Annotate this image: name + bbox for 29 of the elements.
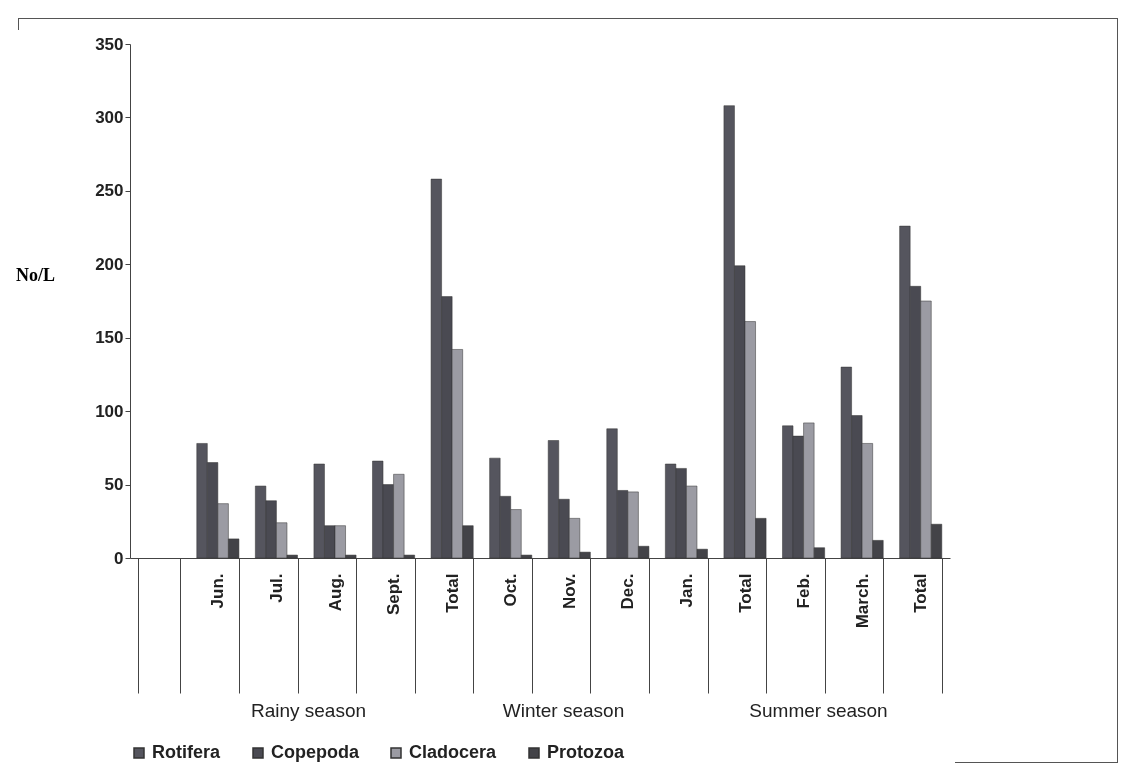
y-tick-label: 300 [95, 107, 124, 127]
y-tick-label: 0 [114, 548, 124, 568]
legend-label: Rotifera [152, 742, 221, 762]
x-tick-label: Jul. [266, 573, 286, 603]
y-tick-label: 150 [95, 328, 124, 348]
y-tick-label: 200 [95, 254, 124, 274]
x-tick-label: Nov. [559, 573, 579, 610]
x-tick-label: Total [911, 573, 931, 613]
y-tick-label: 50 [104, 475, 124, 495]
y-tick-label: 100 [95, 401, 124, 421]
x-tick-label: Total [735, 573, 755, 613]
y-tick-label: 350 [95, 34, 124, 54]
x-tick-label: Aug. [325, 573, 345, 612]
x-tick-label: Jan. [676, 573, 696, 608]
legend-label: Cladocera [409, 742, 498, 762]
x-tick-label: Oct. [501, 573, 521, 607]
x-tick-label: Total [442, 573, 462, 613]
y-axis-title: No/L [15, 264, 56, 285]
text: Rainy season [249, 700, 368, 722]
x-tick-label: Jun. [208, 573, 228, 609]
legend-label: Copepoda [271, 742, 360, 762]
x-tick-label: Dec. [618, 573, 638, 610]
x-tick-label: March. [852, 573, 872, 629]
text: Winter season [501, 700, 626, 722]
x-tick-label: Feb. [794, 573, 814, 609]
legend-label: Protozoa [547, 742, 625, 762]
y-tick-label: 250 [95, 181, 124, 201]
x-tick-label: Sept. [384, 573, 404, 616]
text: Summer season [748, 700, 889, 722]
